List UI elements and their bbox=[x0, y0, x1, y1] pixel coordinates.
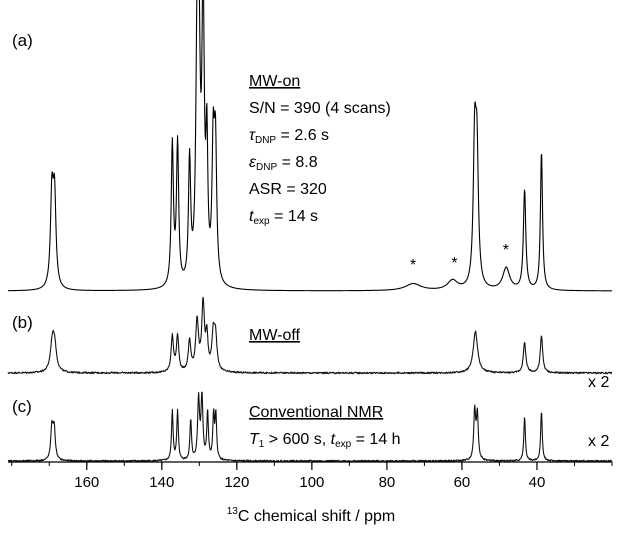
x-axis: 160 140 120 100 80 60 40 13C chemical shift / p… bbox=[8, 462, 612, 525]
annotation-a-4: ASR = 320 bbox=[249, 181, 327, 198]
spectrum-trace-b bbox=[8, 297, 612, 373]
subscript: DNP bbox=[255, 135, 276, 146]
x-tick-label: 140 bbox=[149, 474, 174, 491]
annotation-a-5: texp = 14 s bbox=[249, 208, 318, 227]
panel-label-c: (c) bbox=[12, 397, 32, 416]
x-tick-label: 100 bbox=[299, 474, 324, 491]
annotation-c-1: T1 > 600 s, texp = 14 h bbox=[249, 431, 401, 450]
x-tick-label: 160 bbox=[74, 474, 99, 491]
spinning-sideband-marker-0: * bbox=[410, 257, 416, 274]
subscript: DNP bbox=[256, 162, 277, 173]
spectrum-trace-a bbox=[8, 0, 612, 291]
scale-multiplier-b: x 2 bbox=[588, 374, 609, 391]
annotation-value: = 8.8 bbox=[277, 154, 318, 171]
x-axis-title: 13C chemical shift / ppm bbox=[227, 506, 396, 525]
annotation-a-3: εDNP = 8.8 bbox=[249, 154, 318, 173]
spectrum-trace-c bbox=[8, 392, 612, 462]
spectrum-panel-b bbox=[8, 297, 612, 373]
spectra-layer bbox=[8, 0, 612, 462]
x-tick-label: 80 bbox=[379, 474, 396, 491]
spinning-sideband-marker-2: * bbox=[503, 242, 509, 259]
annotation-a-0: MW-on bbox=[249, 73, 300, 90]
x-axis-title-text: C chemical shift / ppm bbox=[238, 508, 395, 525]
subscript: exp bbox=[253, 216, 270, 227]
annotation-layer: (a) * * * MW-on S/N = 390 (4 scans) τDNP = 2.6… bbox=[12, 31, 609, 450]
annotation-b-0: MW-off bbox=[249, 327, 301, 344]
scale-multiplier-c: x 2 bbox=[588, 433, 609, 450]
annotation-value: = 14 h bbox=[351, 431, 400, 448]
x-tick-label: 120 bbox=[224, 474, 249, 491]
spectrum-panel-a bbox=[8, 0, 612, 291]
isotope-superscript: 13 bbox=[227, 506, 239, 517]
panel-label-b: (b) bbox=[12, 313, 33, 332]
annotation-value: > 600 s, bbox=[264, 431, 330, 448]
x-tick-label: 40 bbox=[529, 474, 546, 491]
annotation-a-2: τDNP = 2.6 s bbox=[249, 127, 329, 146]
panel-label-a: (a) bbox=[12, 31, 33, 50]
spectrum-panel-c bbox=[8, 392, 612, 462]
x-tick-label: 60 bbox=[454, 474, 471, 491]
annotation-value: = 2.6 s bbox=[276, 127, 329, 144]
annotation-a-1: S/N = 390 (4 scans) bbox=[249, 100, 391, 117]
spinning-sideband-marker-1: * bbox=[451, 255, 457, 272]
annotation-c-0: Conventional NMR bbox=[249, 404, 383, 421]
subscript: exp bbox=[335, 439, 352, 450]
annotation-value: = 14 s bbox=[270, 208, 318, 225]
